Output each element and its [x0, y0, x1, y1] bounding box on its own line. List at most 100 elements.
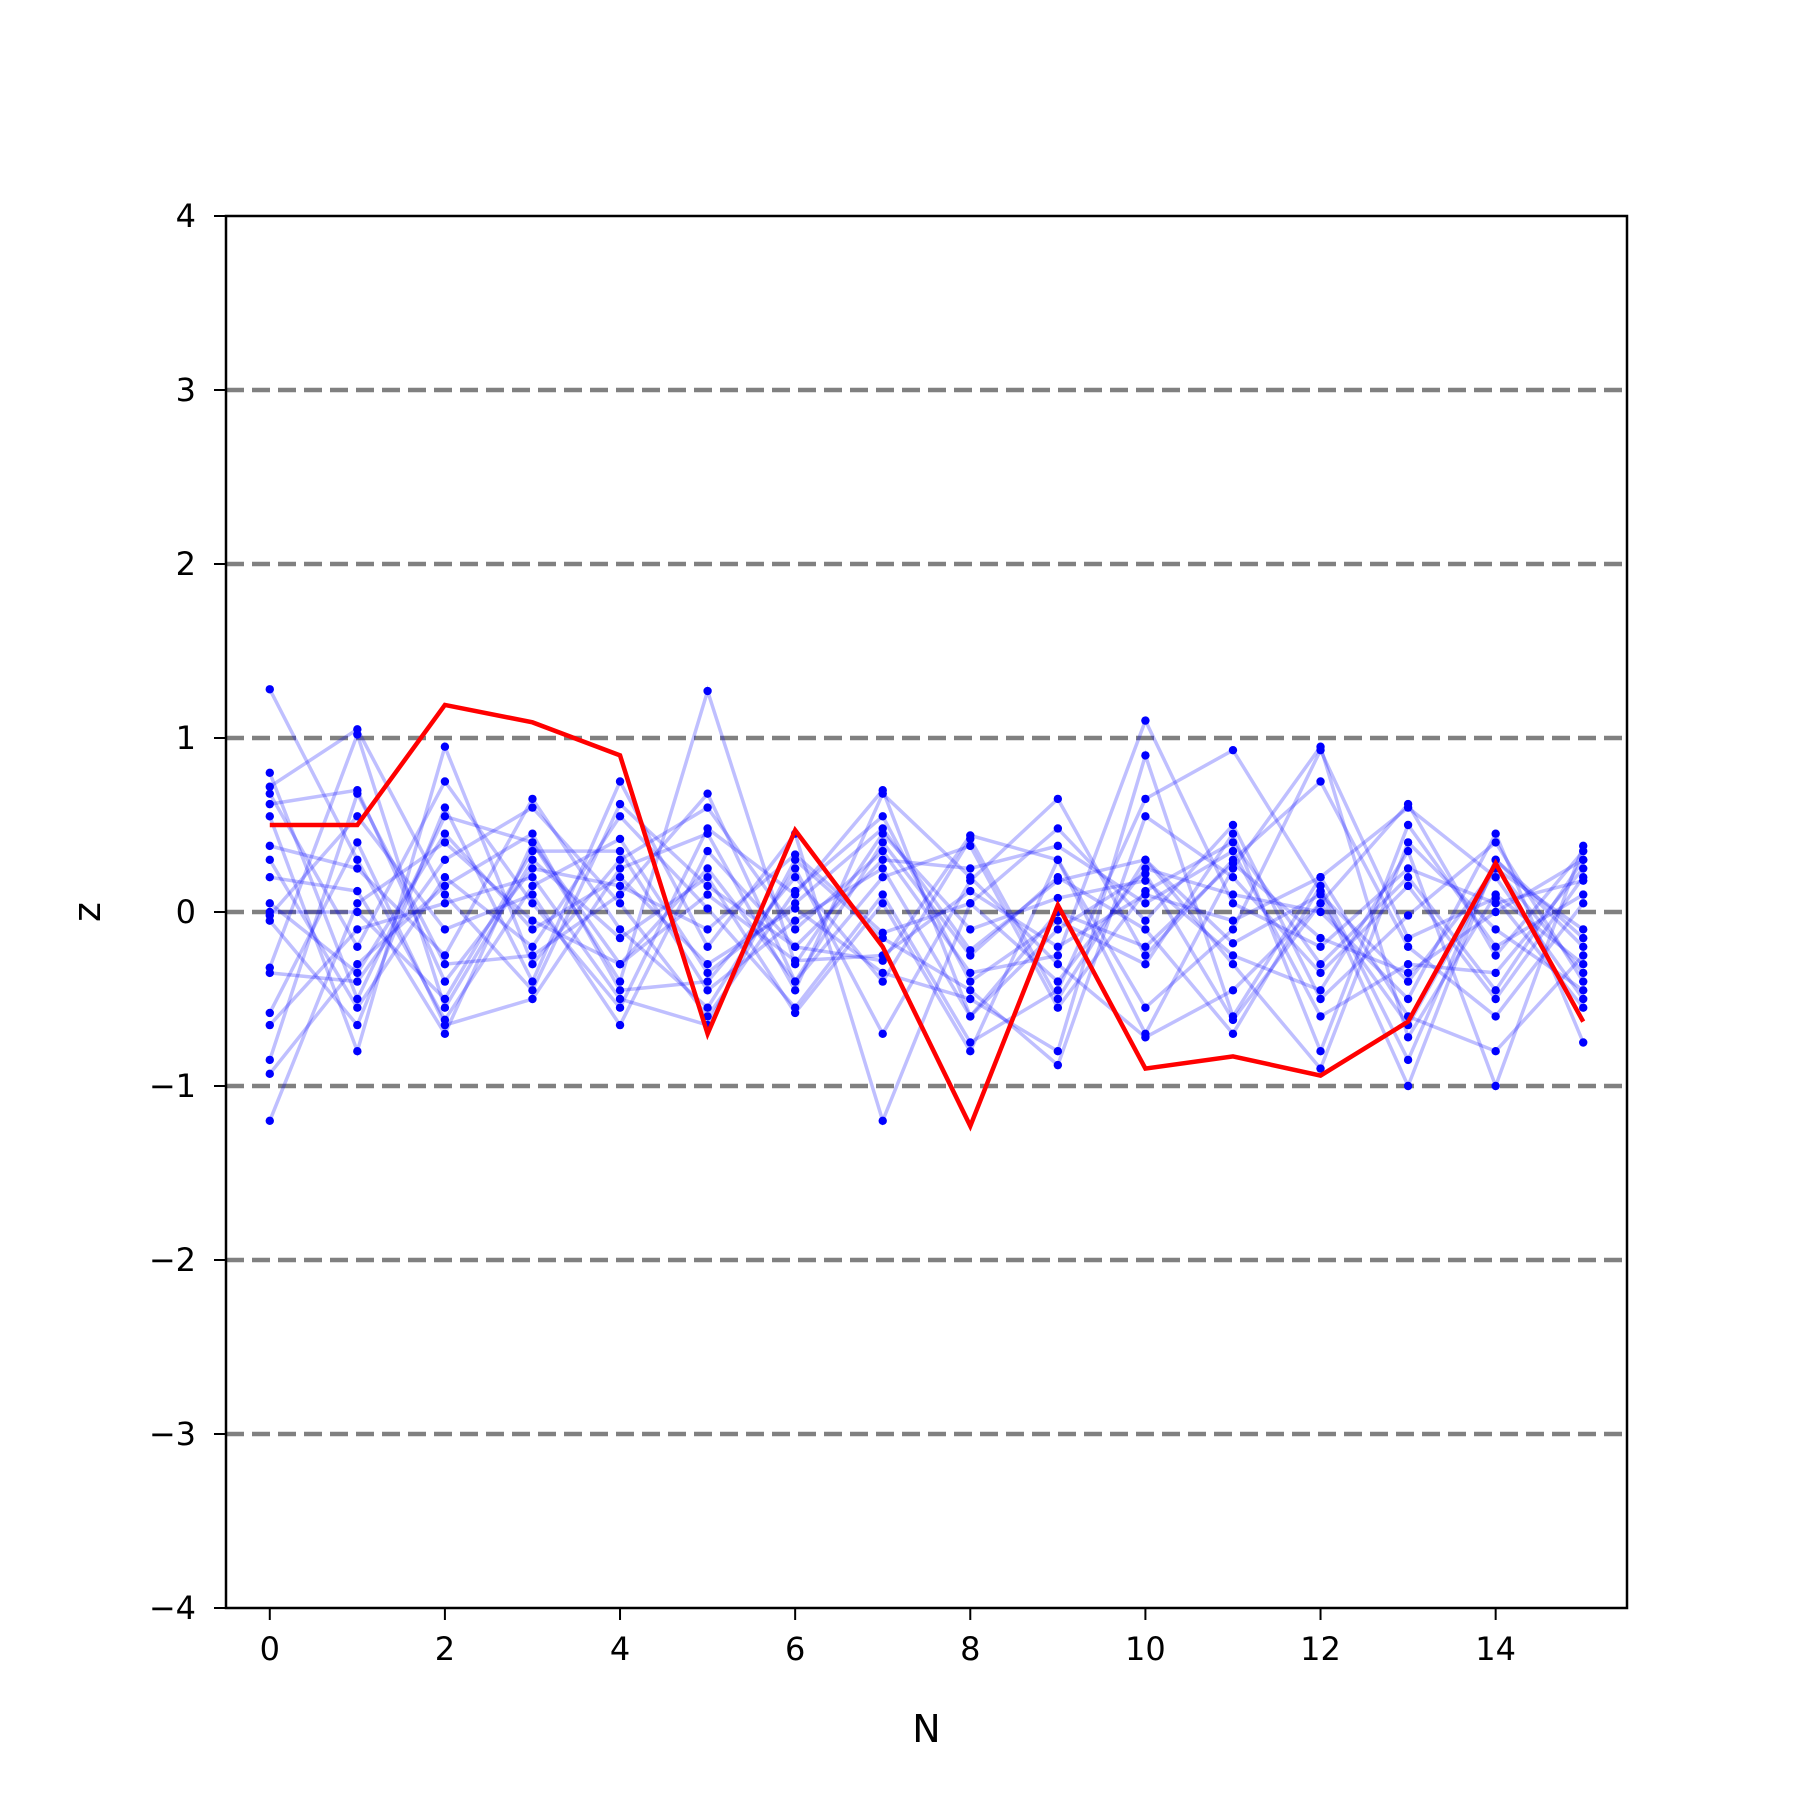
data-point — [1579, 899, 1588, 908]
data-point — [1316, 873, 1325, 882]
data-point — [703, 1003, 712, 1012]
data-point — [440, 1003, 450, 1012]
data-point — [966, 951, 975, 960]
data-point — [440, 855, 450, 864]
data-point — [440, 873, 450, 882]
data-point — [353, 977, 362, 986]
data-point — [790, 886, 800, 896]
x-tick-label: 6 — [785, 1630, 805, 1668]
data-point — [1316, 1064, 1325, 1073]
data-point — [1579, 873, 1588, 882]
data-point — [878, 899, 887, 908]
data-point — [1403, 968, 1413, 978]
data-point — [1316, 994, 1325, 1004]
data-point — [703, 968, 712, 978]
data-point — [528, 925, 537, 934]
data-point — [353, 942, 362, 951]
data-point — [1403, 994, 1413, 1004]
background-series-line — [269, 788, 1585, 1002]
data-point — [1491, 951, 1500, 960]
data-point — [1316, 986, 1325, 995]
data-point — [1141, 899, 1150, 908]
data-point — [790, 864, 800, 873]
data-point — [615, 994, 625, 1004]
data-point — [265, 907, 274, 917]
background-series-line — [268, 716, 1584, 1057]
data-point — [1228, 745, 1238, 755]
data-point — [1491, 1012, 1500, 1021]
data-point — [1053, 855, 1063, 864]
data-point — [1403, 873, 1413, 882]
data-point — [615, 834, 625, 844]
data-point — [1228, 986, 1238, 995]
data-point — [1579, 841, 1588, 851]
data-point — [1579, 855, 1588, 864]
background-series-line — [268, 777, 1585, 1127]
background-series-line — [268, 778, 1585, 1024]
highlight-series-line — [269, 702, 1586, 1132]
data-point — [1053, 893, 1063, 903]
background-series-line — [268, 729, 1585, 1055]
highlight-series-group — [269, 702, 1586, 1132]
data-point — [615, 1003, 625, 1012]
data-point — [966, 968, 975, 978]
data-point — [966, 873, 975, 882]
data-point — [528, 794, 537, 804]
data-point — [878, 855, 887, 864]
data-point — [1141, 960, 1150, 969]
data-point — [528, 864, 537, 873]
background-series-line — [268, 840, 1585, 1122]
data-point — [966, 1047, 975, 1056]
x-axis-title: N — [912, 1707, 940, 1751]
y-tick-label: −1 — [149, 1067, 196, 1105]
data-point — [790, 904, 800, 913]
data-point — [440, 1029, 450, 1039]
data-point — [1579, 890, 1588, 899]
x-tick-label: 14 — [1475, 1630, 1516, 1668]
data-point — [878, 933, 887, 943]
background-series-line — [269, 849, 1585, 1020]
data-point — [1316, 745, 1325, 755]
data-point — [353, 994, 362, 1004]
data-point — [966, 1038, 975, 1047]
data-point — [615, 977, 625, 986]
y-tick-label: 0 — [176, 893, 196, 931]
data-point — [1491, 1047, 1500, 1056]
data-point — [353, 899, 362, 908]
data-point — [265, 789, 274, 798]
data-point — [1141, 925, 1150, 934]
data-point — [790, 916, 800, 925]
data-point — [1141, 876, 1150, 885]
data-point — [1053, 977, 1063, 986]
data-point — [703, 789, 712, 798]
data-point — [1491, 893, 1500, 903]
data-point — [1491, 942, 1500, 951]
data-point — [1403, 838, 1413, 847]
data-point — [790, 873, 800, 882]
background-series-line — [268, 813, 1585, 1029]
data-point — [1316, 1047, 1325, 1056]
data-point — [265, 1069, 274, 1079]
data-point — [703, 942, 712, 951]
data-point — [966, 886, 975, 896]
y-tick-label: 2 — [176, 545, 196, 583]
data-point — [615, 873, 625, 882]
data-point — [353, 1047, 362, 1056]
x-tick-label: 10 — [1125, 1630, 1166, 1668]
data-point — [440, 890, 450, 899]
data-point — [1403, 846, 1413, 856]
data-point — [790, 986, 800, 995]
y-tick-label: 3 — [176, 371, 196, 409]
data-point — [615, 933, 625, 943]
data-point — [1228, 820, 1238, 830]
data-point — [1228, 859, 1238, 868]
data-point — [1141, 864, 1150, 873]
data-point — [440, 1020, 450, 1030]
data-point — [1491, 829, 1500, 838]
data-point — [1228, 1012, 1238, 1021]
data-point — [1403, 911, 1413, 920]
data-point — [265, 841, 274, 851]
data-point — [1491, 968, 1500, 978]
data-point — [1403, 1081, 1413, 1091]
data-point — [265, 968, 274, 978]
